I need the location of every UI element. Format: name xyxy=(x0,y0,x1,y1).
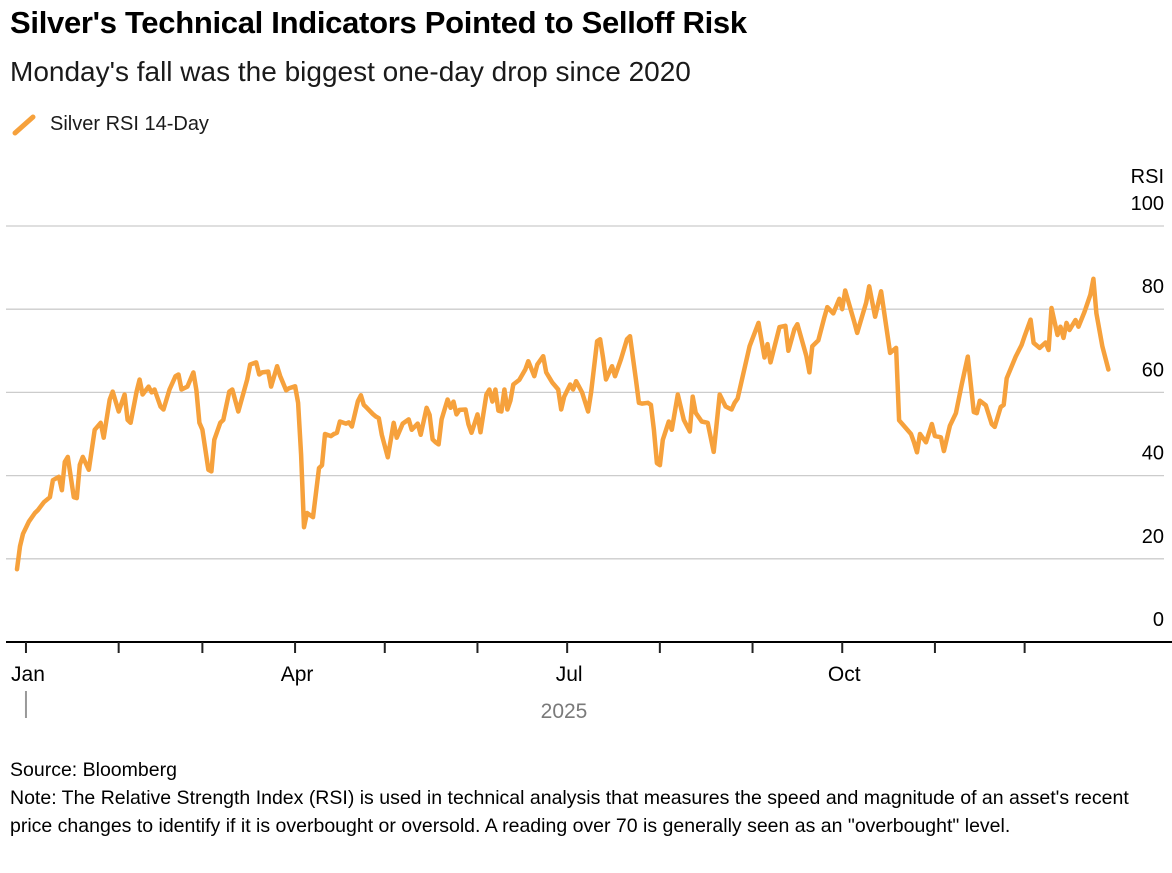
x-axis-tick-label-Jan: Jan xyxy=(11,663,45,686)
year-label: 2025 xyxy=(541,700,588,723)
legend-series-label: Silver RSI 14-Day xyxy=(50,113,209,135)
legend-swatch-line xyxy=(12,114,36,135)
x-axis-tick-label-Jul: Jul xyxy=(556,663,583,686)
chart-footer: Source: Bloomberg Note: The Relative Str… xyxy=(10,756,1166,840)
y-axis-tick-label-40: 40 xyxy=(1142,443,1164,465)
y-axis-tick-label-60: 60 xyxy=(1142,359,1164,381)
y-axis-title: RSI xyxy=(1131,166,1164,188)
x-axis-tick-label-Oct: Oct xyxy=(828,663,861,686)
y-axis-tick-label-0: 0 xyxy=(1153,609,1164,631)
y-axis-tick-label-100: 100 xyxy=(1131,193,1164,215)
chart-legend: Silver RSI 14-Day xyxy=(12,113,209,136)
y-axis-tick-label-80: 80 xyxy=(1142,276,1164,298)
chart-canvas: 0 20 40 60 80 100 RSI Jan Apr Jul Oct 2025 xyxy=(6,166,1172,723)
chart-subtitle: Monday's fall was the biggest one-day dr… xyxy=(10,56,691,87)
source-text: Source: Bloomberg xyxy=(10,759,177,781)
page-title: Silver's Technical Indicators Pointed to… xyxy=(10,5,747,40)
y-axis-tick-label-20: 20 xyxy=(1142,526,1164,548)
x-axis-tick-label-Apr: Apr xyxy=(281,663,314,686)
note-text: Note: The Relative Strength Index (RSI) … xyxy=(10,787,1129,837)
rsi-line-chart: 0 20 40 60 80 100 RSI Jan Apr Jul Oct 2025 xyxy=(0,150,1172,750)
legend-slash-icon xyxy=(12,114,36,136)
rsi-series-line xyxy=(14,276,1111,572)
